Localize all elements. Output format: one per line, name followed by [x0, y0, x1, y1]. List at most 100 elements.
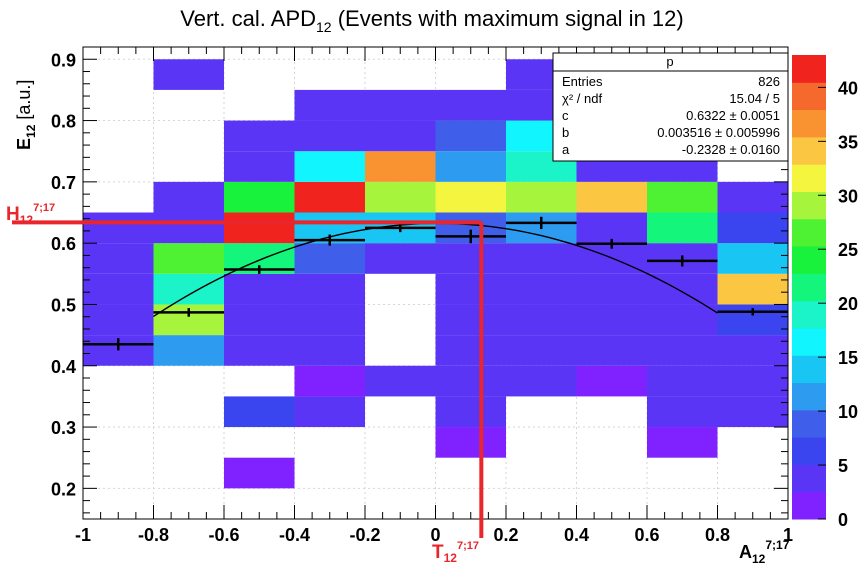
v-line-label-superscript: 7;17 [457, 540, 479, 552]
stats-box-rows: Entries 826 χ² / ndf 15.04 / 5 c 0.6322 ± 0.0… [562, 74, 780, 157]
profile-point-7 [576, 238, 647, 249]
colorbar-segment-1 [792, 464, 826, 493]
cell-r5-c6 [506, 335, 577, 366]
cell-r12-c5 [435, 120, 506, 152]
x-tick-label-5: 0 [430, 525, 440, 545]
stats-box: p Entries 826 χ² / ndf 15.04 / 5 c 0.6322 ± 0… [552, 52, 789, 162]
cell-r9-c8 [647, 212, 718, 244]
cell-r7-c7 [576, 273, 647, 305]
profile-point-1 [153, 308, 224, 317]
y-axis-label-subscript: 12 [24, 124, 38, 138]
cell-r2-c8 [647, 427, 718, 458]
cell-r11-c2 [224, 151, 295, 182]
profile-point-4 [365, 223, 436, 233]
colorbar-segment-3 [792, 409, 826, 438]
colorbar-segment-12 [792, 164, 826, 192]
cell-r13-c5 [435, 89, 506, 121]
cell-r10-c1 [153, 181, 224, 213]
cell-r6-c2 [224, 304, 295, 336]
cell-r10-c7 [576, 181, 647, 213]
stats-label-4: a [562, 142, 570, 157]
y-tick-label-0: 0.2 [51, 479, 76, 499]
colorbar-tick-label-5: 25 [838, 240, 858, 260]
heatmap-cells [83, 59, 788, 489]
stats-label-2: c [562, 108, 569, 123]
cell-r10-c9 [717, 181, 788, 213]
profile-points [83, 216, 788, 351]
y-tick-label-2: 0.4 [51, 357, 76, 377]
cell-r6-c0 [83, 304, 154, 336]
y-axis-ticks: 0.2 0.3 0.4 0.5 0.6 0.7 0.8 0.9 [51, 50, 788, 514]
x-axis-label: A127;17 [739, 538, 790, 566]
annotations [12, 220, 484, 538]
stats-value-1: 15.04 / 5 [729, 91, 780, 106]
cell-r1-c2 [224, 457, 295, 489]
colorbar-ticks: 0 5 10 15 20 25 30 35 40 [818, 78, 858, 530]
cell-r10-c2 [224, 181, 295, 213]
y-axis-label: E12 [a.u.] [14, 80, 38, 150]
cell-r4-c6 [506, 365, 577, 397]
cell-r7-c3 [294, 273, 365, 305]
v-line-label-subscript: 12 [444, 551, 458, 565]
y-tick-label-4: 0.6 [51, 234, 76, 254]
colorbar-segment-0 [792, 491, 826, 520]
profile-point-8 [647, 255, 718, 267]
colorbar-segment-6 [792, 327, 826, 356]
cell-r5-c2 [224, 335, 295, 366]
x-tick-label-2: -0.6 [208, 525, 239, 545]
cell-r10-c6 [506, 181, 577, 213]
cell-r3-c9 [717, 396, 788, 428]
x-tick-label-10: 1 [783, 525, 793, 545]
cell-r5-c3 [294, 335, 365, 366]
h-line-label-superscript: 7;17 [33, 202, 55, 214]
colorbar-tick-label-0: 0 [838, 510, 848, 530]
colorbar-tick-label-1: 5 [838, 456, 848, 476]
cell-r12-c4 [365, 120, 436, 152]
cell-r5-c7 [576, 335, 647, 366]
colorbar-segment-5 [792, 355, 826, 384]
chart-title-subscript: 12 [316, 19, 332, 35]
cell-r4-c3 [294, 365, 365, 397]
cell-r6-c7 [576, 304, 647, 336]
colorbar-tick-label-6: 30 [838, 186, 858, 206]
stats-label-1: χ² / ndf [562, 91, 602, 106]
h-line-label: H127;17 [6, 202, 55, 227]
colorbar-tick-label-2: 10 [838, 402, 858, 422]
stats-box-title: p [666, 54, 673, 69]
cell-r6-c8 [647, 304, 718, 336]
cell-r6-c3 [294, 304, 365, 336]
colorbar-segment-7 [792, 300, 826, 329]
x-axis-label-subscript: 12 [752, 552, 766, 566]
cell-r11-c5 [435, 151, 506, 182]
cell-r10-c5 [435, 181, 506, 213]
cell-r8-c9 [717, 243, 788, 274]
colorbar-segment-16 [792, 55, 826, 83]
cell-r11-c3 [294, 151, 365, 182]
cell-r7-c5 [435, 273, 506, 305]
colorbar-tick-label-8: 40 [838, 78, 858, 98]
colorbar-segment-9 [792, 246, 826, 274]
cell-r10-c8 [647, 181, 718, 213]
cell-r4-c5 [435, 365, 506, 397]
y-tick-label-7: 0.9 [51, 50, 76, 70]
cell-r6-c5 [435, 304, 506, 336]
x-tick-label-3: -0.4 [279, 525, 310, 545]
x-tick-label-0: -1 [75, 525, 91, 545]
stats-value-4: -0.2328 ± 0.0160 [682, 142, 780, 157]
cell-r8-c1 [153, 243, 224, 274]
stats-label-3: b [562, 125, 569, 140]
x-tick-label-6: 0.2 [493, 525, 518, 545]
colorbar [792, 55, 826, 520]
colorbar-tick-label-3: 15 [838, 348, 858, 368]
cell-r4-c9 [717, 365, 788, 397]
colorbar-segment-8 [792, 273, 826, 302]
cell-r9-c0 [83, 212, 154, 244]
cell-r13-c4 [365, 89, 436, 121]
y-tick-label-5: 0.7 [51, 173, 76, 193]
profile-point-9 [717, 308, 788, 316]
cell-r3-c3 [294, 396, 365, 428]
cell-r9-c1 [153, 212, 224, 244]
stats-value-3: 0.003516 ± 0.005996 [657, 125, 780, 140]
